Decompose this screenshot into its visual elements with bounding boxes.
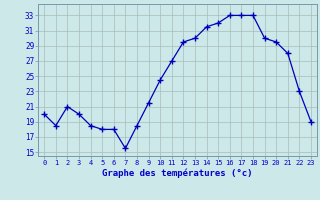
X-axis label: Graphe des températures (°c): Graphe des températures (°c)	[102, 169, 253, 178]
